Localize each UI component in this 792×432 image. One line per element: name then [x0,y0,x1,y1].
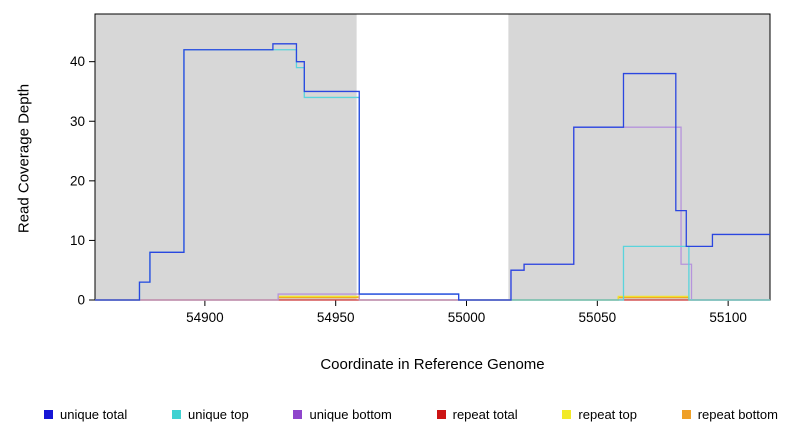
legend-swatch-unique-total [44,410,53,419]
legend-label: unique total [60,407,128,422]
legend-item-repeat-bottom: repeat bottom [681,407,778,422]
legend: unique total unique top unique bottom re… [44,407,778,422]
legend-label: repeat bottom [697,407,778,422]
legend-item-unique-total: unique total [44,407,127,422]
coverage-chart-page: 54900 54950 55000 55050 55100 0 10 20 30 40 Read … [15,13,778,422]
legend-item-repeat-top: repeat top [562,407,637,422]
legend-item-repeat-total: repeat total [436,407,518,422]
series-line-unique-total [95,43,770,301]
legend-swatch-unique-bottom [293,410,303,419]
shaded-region [508,14,770,300]
shaded-region [95,14,357,300]
legend-swatch-repeat-total [436,410,446,419]
y-tick-label: 0 [77,293,85,308]
x-tick-label: 55000 [448,310,486,325]
legend-label: unique bottom [309,407,392,422]
plot-area: 54900 54950 55000 55050 55100 0 10 20 30 40 Read … [15,13,771,325]
x-tick-label: 55050 [579,310,617,325]
x-tick-label: 55100 [709,310,747,325]
x-tick-label: 54900 [186,310,224,325]
y-tick-label: 30 [70,114,85,129]
legend-label: repeat top [578,407,637,422]
legend-swatch-repeat-bottom [681,410,691,419]
legend-item-unique-top: unique top [171,407,249,422]
legend-label: unique top [187,407,249,422]
y-axis-label: Read Coverage Depth [15,83,33,234]
y-tick-label: 20 [70,173,85,188]
x-axis-label: Coordinate in Reference Genome [320,356,545,373]
legend-item-unique-bottom: unique bottom [293,407,392,422]
y-tick-label: 40 [70,54,85,69]
coverage-step-plot: 54900 54950 55000 55050 55100 0 10 20 30 40 [70,13,771,325]
x-tick-label: 54950 [317,310,355,325]
legend-label: repeat total [452,407,518,422]
legend-swatch-unique-top [171,410,181,419]
y-tick-label: 10 [70,233,85,248]
legend-swatch-repeat-top [562,410,572,419]
